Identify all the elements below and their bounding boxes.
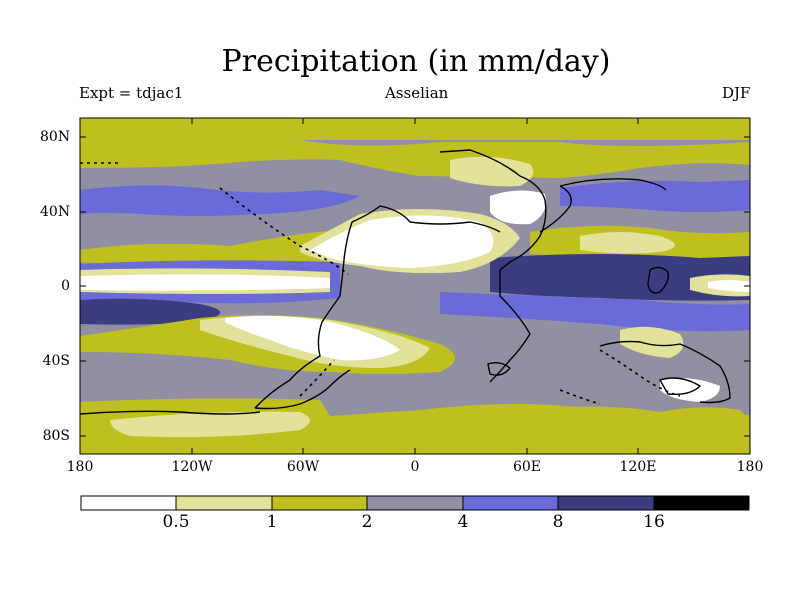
colorbar-swatch-0 bbox=[81, 496, 176, 510]
coastlines bbox=[80, 149, 731, 415]
field-south-yellow-3 bbox=[620, 326, 684, 358]
coastline-south-east bbox=[599, 340, 731, 404]
lon-label-60w: 60W bbox=[286, 459, 320, 475]
lon-label-180w: 180 bbox=[66, 459, 94, 475]
lat-label-40n: 40N bbox=[40, 204, 71, 220]
field-north-blue bbox=[80, 185, 360, 216]
lon-label-60e: 60E bbox=[512, 459, 542, 475]
lon-label-180e: 180 bbox=[736, 459, 764, 475]
field-south-dry-belt bbox=[225, 315, 400, 361]
colorbar-label-2: 2 bbox=[361, 512, 373, 532]
dashed-coast-3 bbox=[599, 349, 681, 397]
field-dry-east-white bbox=[708, 280, 750, 292]
colorbar-label-1: 1 bbox=[266, 512, 278, 532]
coastline-south-tip bbox=[254, 369, 351, 410]
field-itcz-dark-west bbox=[80, 298, 220, 325]
stage-label: Asselian bbox=[385, 84, 449, 102]
field-trop-olive-north bbox=[80, 230, 340, 264]
colorbar-swatch-3 bbox=[367, 496, 463, 510]
lat-label-80n: 80N bbox=[40, 129, 71, 145]
field-polar-north bbox=[80, 118, 750, 140]
lon-ticks bbox=[191, 118, 639, 454]
field-north-dry-spot bbox=[490, 190, 546, 225]
coastline-west-margin bbox=[254, 221, 353, 409]
map-field bbox=[80, 118, 750, 454]
colorbar-swatch-2 bbox=[272, 496, 367, 510]
dashed-coast-1 bbox=[219, 187, 349, 275]
field-north-dry-interior bbox=[310, 215, 494, 268]
colorbar-label-3: 4 bbox=[457, 512, 469, 532]
lon-label-0: 0 bbox=[410, 459, 420, 475]
season-label: DJF bbox=[722, 84, 751, 102]
coastline-north-margin bbox=[351, 205, 501, 233]
lon-label-120e: 120E bbox=[619, 459, 657, 475]
lon-label-120w: 120W bbox=[171, 459, 213, 475]
field-south-olive-3 bbox=[530, 406, 750, 426]
coastline-island-a bbox=[647, 266, 670, 294]
field-itcz-blue-east bbox=[440, 292, 750, 332]
lat-label-40s: 40S bbox=[42, 353, 70, 369]
dashed-coast-4 bbox=[559, 389, 601, 405]
chart-title: Precipitation (in mm/day) bbox=[221, 44, 611, 79]
coastline-east-continent bbox=[439, 149, 547, 383]
coastline-antarctic bbox=[80, 410, 261, 415]
field-south-dry-3 bbox=[660, 378, 720, 402]
colorbar-label-4: 8 bbox=[552, 512, 564, 532]
colorbar bbox=[80, 495, 750, 511]
colorbar-swatch-5 bbox=[558, 496, 654, 510]
field-north-blue-east bbox=[560, 180, 750, 212]
field-north-olive bbox=[80, 140, 750, 178]
colorbar-swatch-6 bbox=[654, 496, 749, 510]
experiment-label: Expt = tdjac1 bbox=[79, 84, 184, 102]
colorbar-swatch-1 bbox=[176, 496, 272, 510]
coastline-island-b bbox=[658, 377, 702, 396]
field-south-yellow-2 bbox=[110, 411, 310, 438]
field-itcz-dry bbox=[80, 274, 330, 291]
field-trop-yellow-ne bbox=[580, 232, 675, 254]
lat-ticks bbox=[80, 136, 750, 437]
lat-label-80s: 80S bbox=[42, 428, 70, 444]
field-itcz-dark-east bbox=[490, 254, 750, 301]
dashed-coastlines bbox=[80, 162, 681, 405]
colorbar-label-0: 0.5 bbox=[162, 512, 190, 532]
field-north-yellow-spot bbox=[450, 156, 534, 187]
coastline-island-c bbox=[487, 361, 511, 376]
colorbar-frame bbox=[80, 495, 750, 511]
colorbar-label-5: 16 bbox=[643, 512, 665, 532]
lat-label-0: 0 bbox=[61, 278, 70, 294]
coastline-north-arc bbox=[559, 178, 667, 191]
colorbar-swatch-4 bbox=[463, 496, 558, 510]
coastline-east-arc bbox=[539, 185, 572, 233]
